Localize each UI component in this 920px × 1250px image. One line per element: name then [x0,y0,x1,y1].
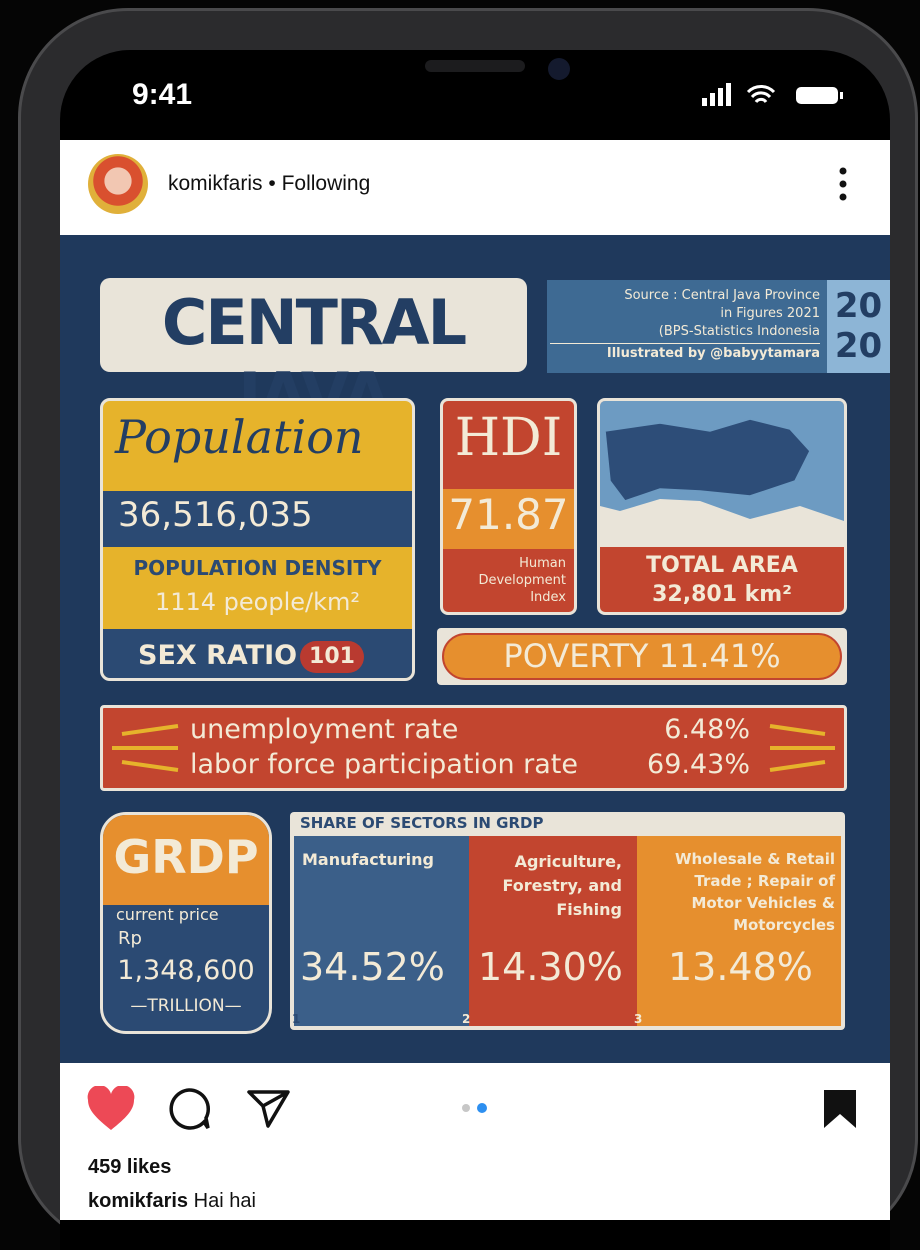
labor-value: 69.43% [647,747,750,782]
grdp-value: 1,348,600 [100,955,272,986]
like-button[interactable] [86,1086,136,1132]
density-label: POPULATION DENSITY [100,556,415,580]
labor-row: labor force participation rate 69.43% [190,747,750,782]
separator: • [268,172,275,195]
sector-label-line: Trade ; Repair of [640,870,835,892]
sector-label: Manufacturing [302,850,434,869]
hdi-label: HDI [440,408,577,468]
caption-text: Hai hai [194,1190,256,1212]
body: 9:41 komikfaris • Following CENTRAL JAVA… [0,0,920,1220]
labor-value: 6.48% [664,712,750,747]
comment-button[interactable] [166,1086,212,1132]
poverty-label: POVERTY [503,637,648,675]
sector-label-line: Forestry, and [470,874,622,898]
likes-count[interactable]: 459 likes [88,1156,171,1179]
area-label: TOTAL AREA [597,553,847,578]
sector-label-line: Wholesale & Retail [640,848,835,870]
save-button[interactable] [822,1088,858,1130]
credit: Illustrated by @babyytamara [550,343,820,363]
source-line: Source : Central Java Province [550,287,820,305]
caption-user[interactable]: komikfaris [88,1190,188,1212]
post-author: komikfaris • Following [168,172,370,196]
sector-label-line: Fishing [470,898,622,922]
status-time: 9:41 [132,78,192,112]
caption: komikfaris Hai hai [88,1190,256,1213]
grdp-currency: Rp [118,928,142,949]
sector-rank: 2 [462,1012,470,1026]
poverty-value: 11.41% [659,637,781,675]
sex-ratio-label: SEX RATIO [138,640,297,671]
sex-ratio-value: 101 [300,641,364,673]
density-value: 1114 people/km² [100,588,415,616]
sector-label-line: Motor Vehicles & [640,892,835,914]
sector-rank: 3 [634,1012,642,1026]
more-options[interactable] [835,166,851,202]
hdi-caption-line: Index [440,589,566,606]
labor-rows: unemployment rate 6.48% labor force parti… [190,712,750,782]
carousel-dots [460,1102,490,1114]
map [600,401,844,547]
sector-value: 14.30% [478,945,623,989]
sector-rank: 1 [292,1012,300,1026]
sector-label: Agriculture, Forestry, and Fishing [470,850,622,922]
labor-label: unemployment rate [190,712,458,747]
page: Central Java Instagram post { "status_ba… [0,0,920,1220]
grdp-label: GRDP [100,830,272,884]
year-part: 20 [827,286,890,326]
area-value: 32,801 km² [597,582,847,607]
labor-label: labor force participation rate [190,747,578,782]
population-value: 36,516,035 [118,495,313,535]
source-line: in Figures 2021 [550,305,820,323]
sector-label-line: Agriculture, [470,850,622,874]
poverty-text: POVERTY 11.41% [437,637,847,675]
grdp-note: current price [116,905,219,924]
follow-state[interactable]: Following [282,172,371,195]
year-part: 20 [827,326,890,366]
source-line: (BPS-Statistics Indonesia [550,323,820,341]
hdi-caption-line: Human [440,555,566,572]
sectors-title: SHARE OF SECTORS IN GRDP [300,814,544,832]
status-icons [700,82,850,108]
year: 20 20 [827,286,890,366]
hdi-caption-line: Development [440,572,566,589]
source-text: Source : Central Java Province in Figure… [550,287,820,363]
avatar[interactable] [88,154,148,214]
labor-row: unemployment rate 6.48% [190,712,750,747]
sector-value: 13.48% [668,945,813,989]
sector-label-line: Motorcycles [640,914,835,936]
hdi-caption: Human Development Index [440,555,566,606]
camera [548,58,570,80]
speaker [425,60,525,72]
share-button[interactable] [246,1088,292,1130]
population-label: Population [115,410,364,464]
sector-value: 34.52% [300,945,445,989]
sector-label: Wholesale & Retail Trade ; Repair of Mot… [640,848,835,936]
username[interactable]: komikfaris [168,172,263,195]
grdp-unit: —TRILLION— [100,996,272,1016]
hdi-value: 71.87 [440,490,577,539]
